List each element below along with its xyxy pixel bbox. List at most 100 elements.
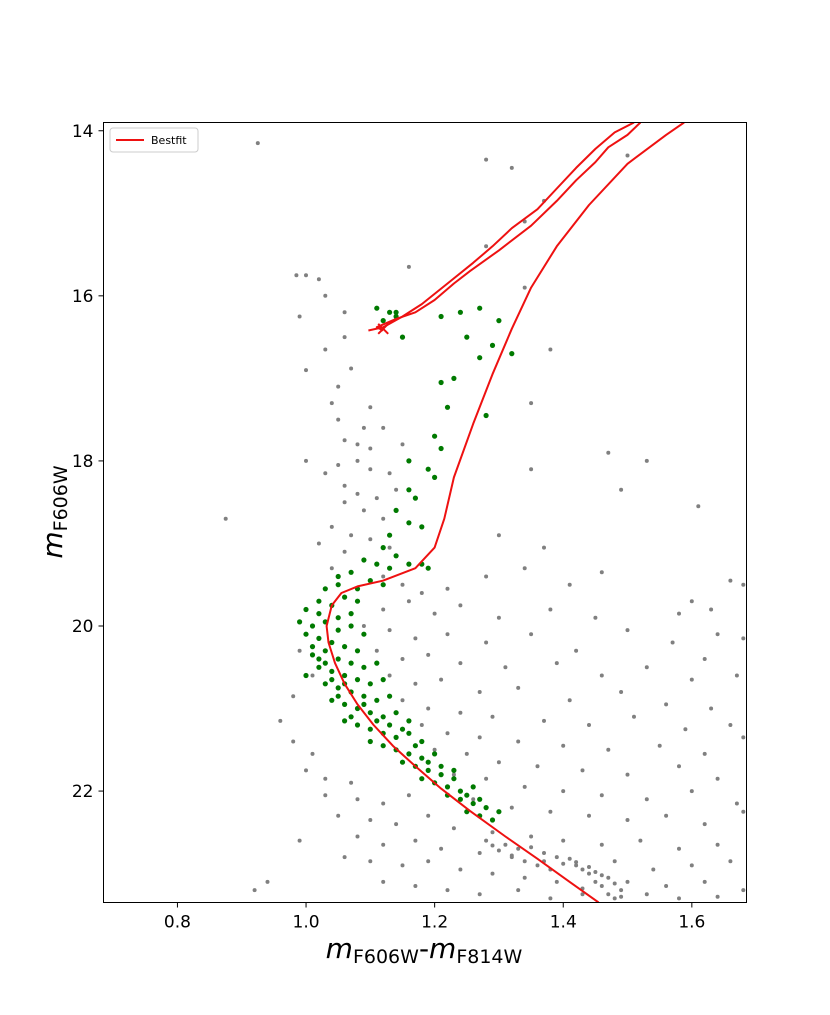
field-star-point: [304, 368, 308, 373]
member-star-point: [509, 351, 515, 357]
field-star-point: [297, 838, 302, 843]
field-star-point: [336, 813, 341, 818]
member-star-point: [444, 404, 451, 410]
field-star-point: [574, 863, 579, 868]
member-star-point: [457, 796, 463, 802]
member-star-point: [380, 582, 386, 588]
member-star-point: [387, 309, 393, 315]
field-star-point: [599, 873, 604, 878]
field-star-point: [451, 772, 456, 777]
x-tick-label: 1.6: [678, 913, 705, 933]
field-star-point: [741, 582, 746, 587]
member-star-point: [309, 644, 316, 650]
member-star-point: [354, 722, 361, 728]
member-star-point: [489, 342, 496, 348]
field-star-point: [432, 611, 437, 616]
field-star-point: [336, 463, 341, 467]
field-star-point: [606, 450, 611, 455]
member-star-point: [425, 565, 431, 571]
member-star-point: [367, 710, 373, 716]
field-star-point: [477, 892, 482, 897]
field-star-point: [490, 843, 495, 848]
field-star-point: [342, 500, 347, 505]
field-star-point: [484, 640, 489, 645]
field-star-point: [734, 673, 739, 678]
field-star-point: [406, 264, 411, 269]
member-star-point: [303, 606, 309, 613]
member-star-point: [444, 784, 451, 790]
field-star-point: [529, 467, 534, 472]
field-star-point: [612, 859, 617, 864]
field-star-point: [599, 793, 604, 798]
field-star-point: [439, 677, 444, 682]
field-star-point: [387, 628, 392, 633]
field-star-point: [587, 865, 591, 869]
field-star-point: [619, 888, 624, 893]
plot-frame: [103, 122, 747, 903]
field-star-point: [509, 165, 514, 170]
member-star-point: [387, 722, 393, 728]
y-axis-label: mF606W: [36, 465, 72, 558]
member-star-point: [432, 474, 438, 480]
x-tick-label: 1.0: [293, 913, 320, 933]
field-star-point: [464, 751, 469, 756]
field-star-point: [529, 632, 534, 637]
field-star-point: [548, 347, 553, 352]
field-star-point: [657, 743, 662, 748]
field-star-point: [554, 661, 559, 666]
member-star-point: [348, 623, 354, 629]
member-star-point: [361, 557, 367, 563]
field-star-point: [612, 896, 617, 901]
field-star-point: [394, 822, 399, 827]
field-star-point: [484, 157, 489, 162]
field-star-point: [419, 723, 424, 727]
field-star-point: [734, 801, 739, 806]
field-star-point: [522, 784, 527, 789]
field-star-point: [664, 702, 669, 707]
member-star-point: [393, 309, 399, 315]
member-star-point: [316, 635, 322, 642]
field-star-point: [683, 727, 688, 732]
field-star-point: [741, 735, 746, 740]
member-star-point: [399, 726, 406, 732]
field-star-point: [490, 871, 495, 876]
y-axis-ticks: 14 16 18 20 22: [72, 122, 104, 802]
field-star-point: [522, 859, 527, 864]
field-star-point: [599, 842, 604, 847]
field-star-point: [632, 714, 636, 719]
member-star-point: [438, 313, 444, 320]
field-star-point: [599, 884, 604, 888]
field-star-point: [426, 706, 431, 711]
field-star-point: [278, 718, 283, 723]
member-star-point: [432, 433, 438, 439]
field-star-point: [342, 549, 347, 554]
member-star-point: [322, 648, 328, 654]
x-tick-label: 1.4: [550, 913, 577, 933]
member-star-point: [361, 664, 367, 670]
member-star-point: [335, 693, 341, 699]
member-star-point: [329, 668, 335, 675]
member-star-point: [496, 809, 502, 815]
field-star-point: [484, 838, 489, 843]
field-star-point: [715, 776, 720, 781]
member-star-point: [303, 672, 309, 679]
field-star-point: [316, 277, 321, 282]
field-star-point: [445, 731, 450, 736]
field-star-point: [413, 884, 418, 888]
field-star-point: [702, 751, 707, 756]
member-star-point: [406, 718, 412, 724]
field-star-point: [702, 657, 707, 661]
member-star-point: [470, 784, 476, 790]
isochrone-line-segment: [368, 122, 635, 332]
isochrone-line-segment: [375, 122, 642, 332]
field-star-point: [561, 789, 566, 794]
field-star-point: [529, 401, 534, 406]
field-star-point: [612, 881, 617, 886]
member-star-point: [399, 759, 406, 765]
field-star-point: [458, 867, 463, 872]
field-star-point: [368, 405, 373, 410]
field-star-point: [542, 718, 546, 723]
field-star-point: [400, 657, 405, 661]
member-star-point: [496, 318, 502, 324]
